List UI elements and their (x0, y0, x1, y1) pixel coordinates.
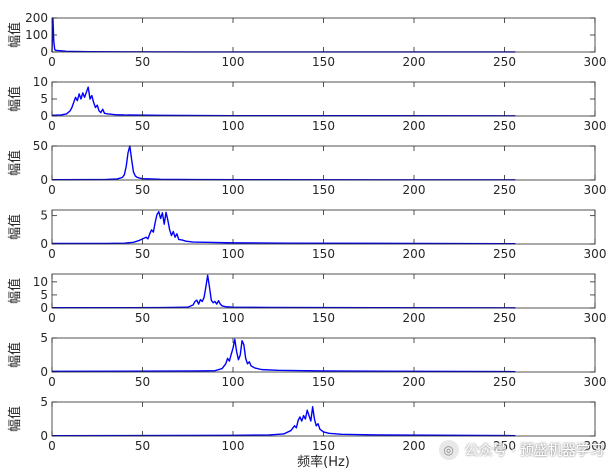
x-tick-label: 50 (135, 311, 150, 325)
x-tick-label: 100 (222, 183, 245, 197)
x-tick-label: 50 (135, 55, 150, 69)
x-tick-label: 250 (493, 375, 516, 389)
wechat-icon: ◎ (438, 440, 459, 460)
x-tick-label: 250 (493, 183, 516, 197)
y-tick-label: 200 (25, 11, 48, 25)
x-tick-label: 200 (403, 247, 426, 261)
x-tick-label: 100 (222, 439, 245, 453)
watermark-text: 公众号 · 预盛机器学习 (464, 443, 604, 459)
x-tick-label: 50 (135, 119, 150, 133)
x-tick-label: 0 (48, 247, 56, 261)
x-tick-label: 300 (584, 183, 607, 197)
series-line-6 (51, 338, 516, 373)
y-tick-label: 5 (40, 92, 48, 106)
x-tick-label: 250 (493, 55, 516, 69)
x-tick-label: 50 (135, 183, 150, 197)
axes-7 (51, 401, 596, 437)
y-axis-label: 幅值 (7, 150, 23, 176)
x-tick-label: 200 (403, 311, 426, 325)
x-tick-label: 50 (135, 375, 150, 389)
x-tick-label: 300 (584, 55, 607, 69)
y-axis-label: 幅值 (7, 278, 23, 304)
x-tick-label: 250 (493, 311, 516, 325)
x-tick-label: 150 (312, 439, 335, 453)
x-tick-label: 0 (48, 119, 56, 133)
x-tick-label: 300 (584, 311, 607, 325)
y-axis-label: 幅值 (7, 342, 23, 368)
axes-3 (51, 145, 596, 181)
x-tick-label: 150 (312, 183, 335, 197)
x-tick-label: 300 (584, 119, 607, 133)
x-tick-label: 250 (493, 247, 516, 261)
x-tick-label: 0 (48, 439, 56, 453)
x-tick-label: 250 (493, 119, 516, 133)
x-tick-label: 150 (312, 247, 335, 261)
x-tick-label: 100 (222, 247, 245, 261)
y-axis-label: 幅值 (7, 22, 23, 48)
x-tick-label: 200 (403, 439, 426, 453)
x-tick-label: 100 (222, 375, 245, 389)
y-tick-label: 0 (40, 237, 48, 251)
series-line-4 (52, 211, 516, 245)
watermark: ◎ 公众号 · 预盛机器学习 (438, 440, 604, 460)
y-axis-label: 幅值 (7, 406, 23, 432)
y-tick-label: 50 (33, 139, 48, 153)
y-tick-label: 100 (25, 28, 48, 42)
axes-6 (51, 337, 596, 373)
y-tick-label: 0 (40, 301, 48, 315)
y-tick-label: 5 (40, 331, 48, 345)
series-line-2 (51, 86, 516, 117)
x-tick-label: 0 (48, 311, 56, 325)
series-line-5 (51, 274, 516, 309)
x-tick-label: 100 (222, 119, 245, 133)
x-tick-label: 100 (222, 311, 245, 325)
x-tick-label: 200 (403, 55, 426, 69)
y-tick-label: 10 (33, 275, 48, 289)
y-axis-label: 幅值 (7, 86, 23, 112)
x-tick-label: 200 (403, 183, 426, 197)
y-tick-label: 0 (40, 109, 48, 123)
y-tick-label: 0 (40, 173, 48, 187)
axes-1 (51, 17, 596, 53)
x-tick-label: 300 (584, 247, 607, 261)
y-tick-label: 0 (40, 429, 48, 443)
axes-2 (51, 81, 596, 117)
x-tick-label: 150 (312, 119, 335, 133)
x-tick-label: 150 (312, 55, 335, 69)
x-tick-label: 150 (312, 311, 335, 325)
x-tick-label: 0 (48, 55, 56, 69)
y-tick-label: 0 (40, 45, 48, 59)
x-tick-label: 50 (135, 247, 150, 261)
x-tick-label: 0 (48, 375, 56, 389)
y-tick-label: 5 (40, 209, 48, 223)
series-line-1 (51, 17, 516, 53)
x-tick-label: 150 (312, 375, 335, 389)
x-tick-label: 200 (403, 119, 426, 133)
series-line-3 (51, 145, 516, 181)
axes-5 (51, 273, 596, 309)
x-tick-label: 0 (48, 183, 56, 197)
y-tick-label: 10 (33, 75, 48, 89)
y-tick-label: 5 (40, 288, 48, 302)
x-tick-label: 200 (403, 375, 426, 389)
y-axis-label: 幅值 (7, 214, 23, 240)
axes-4 (51, 209, 596, 245)
x-axis-label: 频率(Hz) (297, 454, 350, 470)
y-tick-label: 0 (40, 365, 48, 379)
x-tick-label: 300 (584, 439, 607, 453)
x-tick-label: 100 (222, 55, 245, 69)
series-line-7 (51, 406, 516, 437)
y-tick-label: 5 (40, 395, 48, 409)
x-tick-label: 250 (493, 439, 516, 453)
x-tick-label: 50 (135, 439, 150, 453)
x-tick-label: 300 (584, 375, 607, 389)
